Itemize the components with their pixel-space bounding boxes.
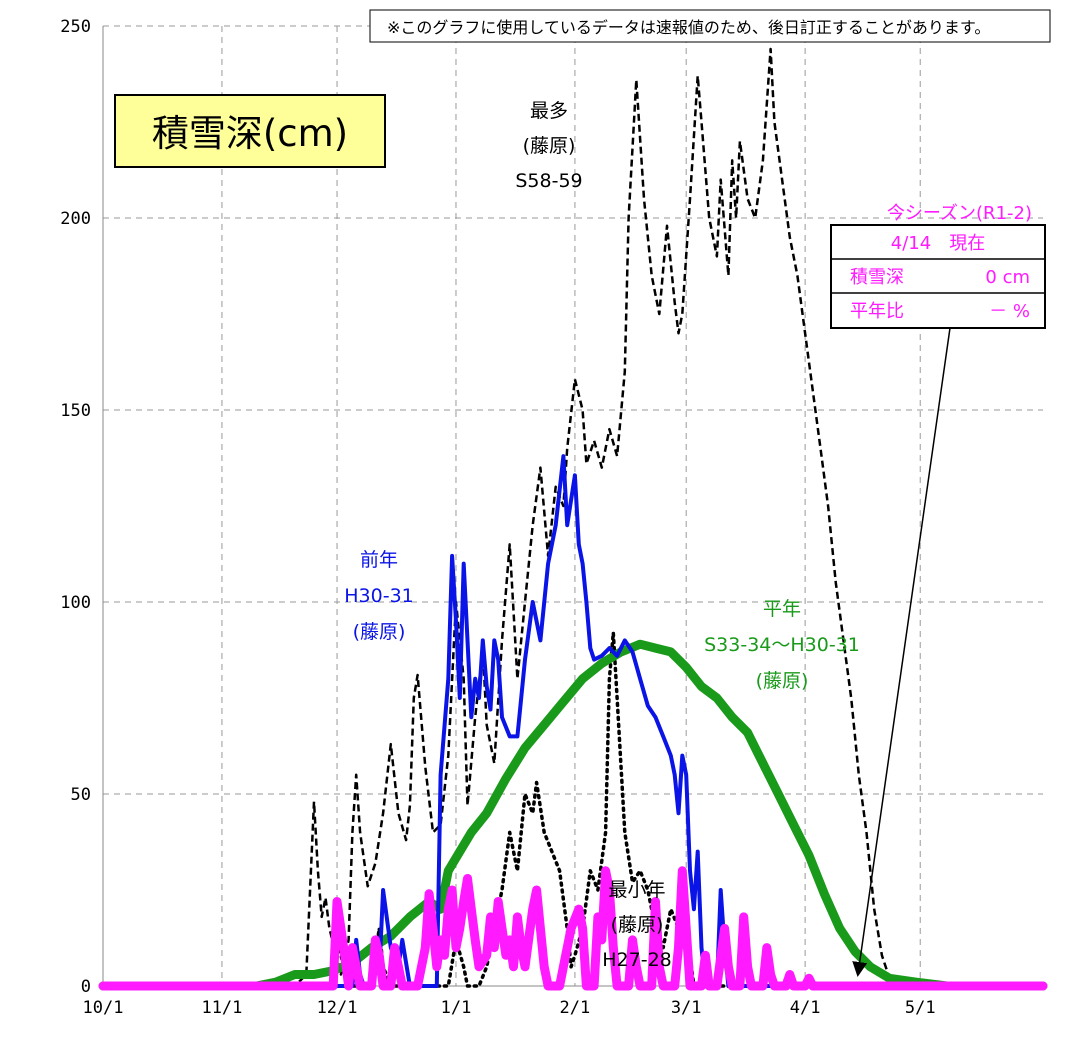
infobox: 4/14 現在 積雪深 0 cm 平年比 － %	[830, 224, 1046, 329]
y-tick-label: 250	[60, 17, 91, 37]
x-tick-label: 4/1	[790, 998, 821, 1018]
infobox-depth-label: 積雪深	[850, 267, 904, 288]
infobox-pointer-arrow	[852, 327, 951, 977]
svg-text:(藤原): (藤原)	[523, 135, 576, 157]
svg-text:S58-59: S58-59	[515, 170, 582, 192]
x-tick-label: 11/1	[201, 998, 242, 1018]
note-text: ※このグラフに使用しているデータは速報値のため、後日訂正することがあります。	[387, 18, 990, 37]
annotation-max: 最多 (藤原) S58-59	[515, 100, 582, 192]
svg-text:(藤原): (藤原)	[611, 914, 664, 936]
x-tick-label: 10/1	[83, 998, 124, 1018]
svg-text:前年: 前年	[360, 549, 398, 571]
series-prev-line	[101, 454, 1045, 988]
series-max-line	[103, 47, 1043, 988]
y-tick-label: 0	[81, 977, 91, 997]
y-tick-label: 200	[60, 209, 91, 229]
x-tick-label: 5/1	[905, 998, 936, 1018]
y-tick-label: 100	[60, 593, 91, 613]
svg-text:最小年: 最小年	[608, 879, 665, 901]
x-tick-label: 1/1	[441, 998, 472, 1018]
chart-title: 積雪深(cm)	[152, 112, 348, 155]
y-tick-label: 150	[60, 401, 91, 421]
series-current-line	[98, 866, 1048, 991]
series-lines	[98, 47, 1048, 991]
x-tick-labels: 10/1 11/1 12/1 1/1 2/1 3/1 4/1 5/1	[83, 998, 936, 1018]
svg-text:最多: 最多	[530, 100, 568, 122]
y-tick-label: 50	[71, 785, 91, 805]
infobox-depth-value: 0 cm	[985, 267, 1030, 288]
infobox-date: 4/14 現在	[891, 233, 985, 254]
x-tick-label: 12/1	[317, 998, 358, 1018]
y-tick-labels: 0 50 100 150 200 250	[60, 17, 91, 997]
title-box	[114, 94, 386, 168]
svg-text:H27-28: H27-28	[602, 949, 672, 971]
x-tick-label: 3/1	[671, 998, 702, 1018]
infobox-ratio-value: － %	[989, 301, 1030, 322]
annotation-normal: 平年 S33-34～H30-31 (藤原)	[704, 598, 860, 692]
svg-text:(藤原): (藤原)	[756, 670, 809, 692]
annotation-min: 最小年 (藤原) H27-28	[602, 879, 672, 971]
svg-text:H30-31: H30-31	[344, 585, 414, 607]
infobox-ratio-label: 平年比	[850, 301, 904, 322]
svg-text:平年: 平年	[763, 598, 801, 620]
x-tick-label: 2/1	[560, 998, 591, 1018]
svg-text:S33-34～H30-31: S33-34～H30-31	[704, 634, 860, 656]
infobox-header: 今シーズン(R1-2)	[887, 203, 1032, 224]
note-box	[369, 9, 1051, 43]
svg-text:(藤原): (藤原)	[353, 621, 406, 643]
annotation-prev: 前年 H30-31 (藤原)	[344, 549, 414, 643]
